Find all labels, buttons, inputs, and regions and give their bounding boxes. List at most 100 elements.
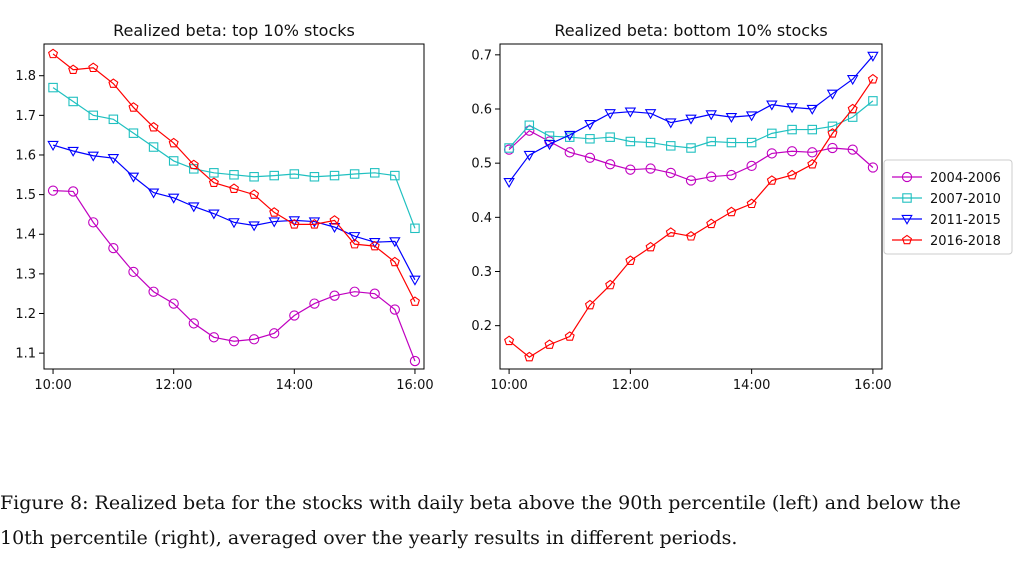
right-data-point <box>585 134 595 144</box>
left-data-point <box>147 188 160 199</box>
left-data-point <box>289 169 300 179</box>
right-series-line <box>508 129 874 182</box>
right-data-point <box>827 142 838 154</box>
left-data-point <box>148 286 159 297</box>
right-data-point <box>685 231 697 241</box>
right-data-point <box>807 147 818 158</box>
left-data-point <box>47 185 59 196</box>
right-data-point <box>827 128 838 138</box>
right-data-point <box>645 137 656 148</box>
right-series-2016-2018 <box>504 73 878 362</box>
left-data-point <box>188 318 199 329</box>
legend-label-1: 2004-2006 <box>930 171 1001 186</box>
left-series-line <box>52 144 416 281</box>
left-data-point <box>208 332 220 343</box>
right-data-point <box>605 159 616 170</box>
left-data-point <box>329 215 340 225</box>
right-data-point <box>504 143 514 153</box>
right-x-tick-label: 14:00 <box>733 378 770 393</box>
right-data-point <box>725 112 738 124</box>
left-y-tick-label: 1.3 <box>15 267 36 282</box>
right-data-point <box>745 111 758 122</box>
right-data-point <box>826 89 839 100</box>
right-chart-title: Realized beta: bottom 10% stocks <box>554 21 827 40</box>
legend-entry-2: 2007-2010 <box>892 192 1001 207</box>
right-data-point <box>746 137 757 148</box>
left-data-point <box>68 96 78 107</box>
left-data-point <box>309 219 320 229</box>
left-series-line <box>52 53 416 302</box>
legend-marker-2 <box>892 193 922 203</box>
left-data-point <box>269 170 279 181</box>
left-plot-frame <box>43 43 425 370</box>
right-data-point <box>665 118 677 129</box>
right-chart-panel: Realized beta: bottom 10% stocks 10:00 12… <box>471 21 891 393</box>
left-x-tick-label: 10:00 <box>34 378 71 393</box>
left-data-point <box>249 189 260 199</box>
right-data-point <box>746 198 757 209</box>
right-data-point <box>867 51 879 62</box>
right-series-2004-2006 <box>503 125 879 186</box>
right-data-point <box>807 158 818 169</box>
right-data-point <box>564 331 575 341</box>
left-data-point <box>47 140 59 151</box>
left-data-point <box>108 78 119 88</box>
legend-marker-4 <box>892 234 922 245</box>
figure-caption: Figure 8: Realized beta for the stocks w… <box>0 492 961 549</box>
left-data-point <box>329 170 340 181</box>
left-data-point <box>308 217 321 228</box>
left-data-point <box>68 64 79 75</box>
left-data-point <box>329 290 340 301</box>
legend-label-2: 2007-2010 <box>930 192 1001 207</box>
right-data-point <box>787 169 798 180</box>
left-data-point <box>209 168 219 178</box>
right-data-point <box>665 227 676 237</box>
right-series-line <box>508 100 874 149</box>
left-data-point <box>289 310 300 321</box>
right-data-point <box>524 120 535 131</box>
legend-marker-symbol <box>901 234 913 245</box>
left-data-point <box>269 328 280 339</box>
right-data-point <box>766 175 777 185</box>
right-data-point <box>605 132 615 142</box>
left-y-tick-label: 1.8 <box>15 69 36 84</box>
right-data-point <box>564 147 575 158</box>
right-series-line <box>508 78 874 358</box>
right-series-2007-2010 <box>504 96 878 153</box>
left-data-point <box>108 114 119 125</box>
right-data-point <box>604 109 616 120</box>
right-data-point <box>625 136 636 147</box>
right-data-point <box>685 114 697 125</box>
right-data-point <box>563 130 576 141</box>
left-data-point <box>88 62 99 73</box>
legend-marker-symbol <box>901 171 913 183</box>
left-series-line <box>52 87 416 229</box>
right-y-tick-label: 0.6 <box>471 103 492 118</box>
right-data-point <box>766 148 777 159</box>
left-data-point <box>88 217 99 228</box>
left-data-point <box>48 82 58 93</box>
left-data-point <box>349 169 360 179</box>
left-data-point <box>188 202 200 213</box>
right-data-point <box>827 121 838 132</box>
legend-label-3: 2011-2015 <box>930 213 1001 228</box>
right-x-tick-label: 12:00 <box>612 378 649 393</box>
legend-marker-symbol <box>901 214 913 225</box>
left-data-point <box>349 286 360 297</box>
right-data-point <box>807 124 818 135</box>
right-series-2011-2015 <box>503 51 879 189</box>
right-data-point <box>746 160 757 172</box>
right-data-point <box>584 152 596 163</box>
right-data-point <box>726 169 737 181</box>
left-data-point <box>108 242 119 254</box>
legend-label-4: 2016-2018 <box>930 234 1001 249</box>
left-data-point <box>228 336 240 347</box>
left-data-point <box>228 183 240 193</box>
legend-entry-1: 2004-2006 <box>892 171 1001 186</box>
left-data-point <box>389 237 401 248</box>
right-y-tick-label: 0.5 <box>471 157 492 172</box>
right-data-point <box>705 110 717 121</box>
left-data-point <box>128 128 139 138</box>
left-data-point <box>128 102 139 112</box>
legend-marker-3 <box>892 214 922 225</box>
